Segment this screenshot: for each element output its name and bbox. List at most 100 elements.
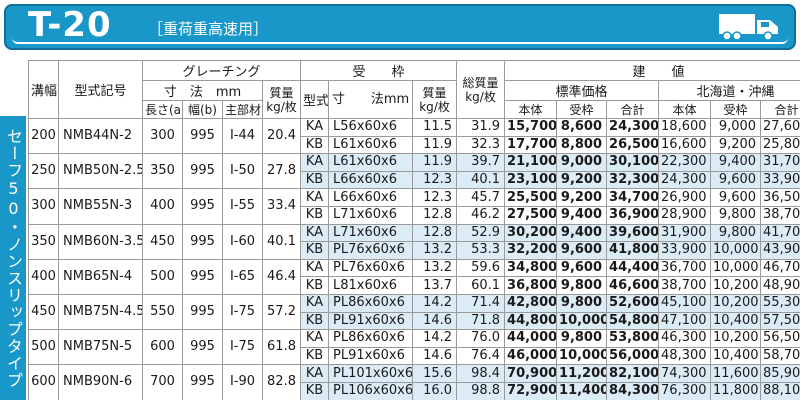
cell-std-sum: 41,800 [606,241,660,260]
header-main: 主部材 [222,100,263,119]
cell-frame-type: KB [300,241,330,260]
cell-hok-sum: 55,300 [760,293,800,313]
cell-total-mass: 40.1 [456,170,506,190]
cell-wid: 995 [182,223,223,260]
cell-std-body: 32,200 [504,241,558,260]
cell-std-sum: 54,800 [606,311,660,331]
table-body: 200 NMB44N-2 300 995 I-44 20.4 KA L56x60x6 11.5 3… [28,117,800,400]
cell-hok-sum: 85,900 [760,364,800,383]
cell-model: NMB60N-3.5 [58,223,143,260]
cell-model: NMB50N-2.5 [58,153,143,190]
cell-model: NMB65N-4 [58,258,143,295]
cell-std-frame: 9,000 [556,153,608,172]
cell-std-body: 15,700 [504,118,558,137]
cell-width: 400 [28,258,59,295]
product-code: T-20 [28,5,112,45]
cell-wid: 995 [182,117,223,155]
cell-hok-frame: 10,200 [710,329,762,348]
cell-frame-dims: PL86x60x6 [328,329,414,348]
cell-hok-frame: 10,000 [710,241,762,260]
cell-gmass: 82.8 [261,364,302,400]
header-model: 型式記号 [58,60,143,119]
cell-frame-mass: 14.2 [412,329,458,348]
cell-frame-type: KB [300,276,330,295]
cell-main: I-75 [222,293,263,331]
cell-frame-mass: 12.3 [412,188,458,207]
header-width: 溝幅(ℓ)mm [28,60,59,119]
cell-hok-frame: 10,000 [710,258,762,278]
cell-hok-body: 36,700 [658,258,712,278]
cell-std-sum: 32,300 [606,170,660,190]
table-row: 200 NMB44N-2 300 995 I-44 20.4 KA L56x60x6 11.5 3… [28,117,800,155]
cell-std-body: 27,500 [504,205,558,225]
header-frame-dims: 寸 法mm [328,80,414,119]
table-row: KB L81x60x6 13.7 60.1 36,800 9,800 46,600 38,70… [29,276,800,295]
cell-hok-sum: 88,100 [760,381,800,400]
cell-hok-sum: 33,900 [760,170,800,190]
header-wid: 幅(b) [182,100,223,119]
table-row: 500 NMB75N-5 600 995 I-75 61.8 KA PL86x60x6 14.2… [28,329,800,366]
cell-std-body: 30,200 [504,223,558,243]
cell-frame-dims: L71x60x6 [328,223,414,243]
cell-length: 300 [142,117,183,155]
cell-frame-type: KA [300,223,330,243]
cell-std-sum: 82,100 [606,364,660,383]
cell-frame-mass: 12.8 [412,223,458,243]
cell-std-frame: 11,200 [556,364,608,383]
cell-frame-mass: 16.0 [412,381,458,400]
cell-frame-type: KB [300,346,330,366]
header-h-sum: 合計 [760,100,800,119]
header-frame: 受 枠 [300,60,458,81]
table-row: KB PL91x60x6 14.6 71.8 44,800 10,000 54,800 47,… [29,311,800,331]
cell-std-body: 21,100 [504,153,558,172]
cell-hok-sum: 41,700 [760,223,800,243]
cell-width: 450 [28,293,59,331]
cell-hok-frame: 10,200 [710,276,762,295]
cell-main: I-60 [222,223,263,260]
cell-frame-mass: 12.3 [412,170,458,190]
cell-hok-sum: 43,900 [760,241,800,260]
cell-frame-dims: L81x60x6 [328,276,414,295]
cell-hok-frame: 11,800 [710,381,762,400]
cell-hok-body: 22,300 [658,153,712,172]
cell-hok-body: 26,900 [658,188,712,207]
table-row: 250 NMB50N-2.5 350 995 I-50 27.8 KA L61x60x6 11.… [28,153,800,190]
header-frame-type: 型式 [300,80,330,119]
cell-total-mass: 76.0 [456,329,506,348]
cell-main: I-55 [222,188,263,225]
cell-hok-sum: 56,500 [760,329,800,348]
table-row: 400 NMB65N-4 500 995 I-65 46.4 KA PL76x60x6 13.2… [28,258,800,295]
cell-std-frame: 9,600 [556,258,608,278]
cell-std-sum: 30,100 [606,153,660,172]
cell-hok-frame: 9,600 [710,170,762,190]
cell-hok-body: 18,600 [658,118,712,137]
header-s-frame: 受枠 [556,100,608,119]
cell-hok-body: 28,900 [658,205,712,225]
cell-frame-type: KB [300,205,330,225]
cell-std-sum: 39,600 [606,223,660,243]
cell-hok-sum: 31,700 [760,153,800,172]
header-grating-mass: 質量kg/枚 [261,80,302,119]
cell-main: I-65 [222,258,263,295]
cell-hok-sum: 48,900 [760,276,800,295]
table-row: KB L61x60x6 11.9 32.3 17,700 8,800 26,500 16,60… [29,135,800,155]
cell-std-sum: 34,700 [606,188,660,207]
cell-hok-frame: 9,000 [710,118,762,137]
cell-gmass: 61.8 [261,329,302,366]
product-subtitle: ［重荷重高速用］ [148,20,269,38]
cell-total-mass: 45.7 [456,188,506,207]
cell-frame-mass: 13.2 [412,258,458,278]
cell-model: NMB75N-5 [58,329,143,366]
cell-std-frame: 11,400 [556,381,608,400]
cell-hok-body: 38,700 [658,276,712,295]
cell-gmass: 27.8 [261,153,302,190]
cell-hok-body: 45,100 [658,293,712,313]
cell-frame-type: KA [300,153,330,172]
cell-width: 250 [28,153,59,190]
cell-wid: 995 [182,188,223,225]
cell-wid: 995 [182,329,223,366]
header-h-body: 本体 [658,100,712,119]
cell-length: 450 [142,223,183,260]
cell-frame-dims: PL86x60x6 [328,293,414,313]
cell-hok-sum: 36,500 [760,188,800,207]
